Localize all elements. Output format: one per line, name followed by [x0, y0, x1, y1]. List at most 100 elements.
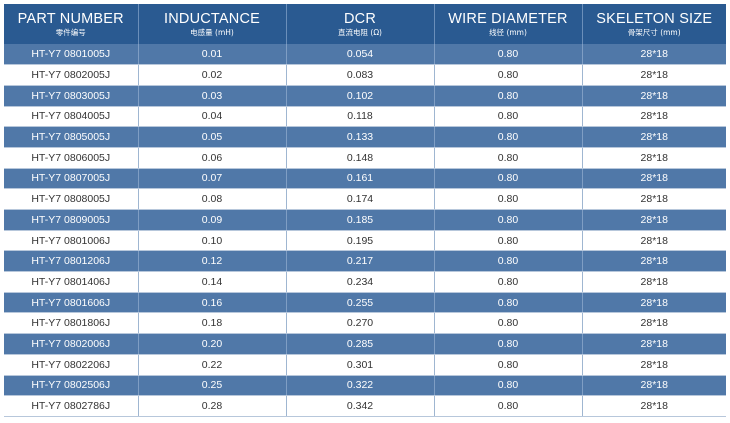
cell-dcr: 0.118	[285, 106, 434, 128]
cell-wire-diameter: 0.80	[433, 64, 582, 86]
cell-dcr: 0.174	[285, 188, 434, 210]
col-header-title: SKELETON SIZE	[596, 10, 713, 27]
table-row: HT-Y7 0809005J 0.09 0.185 0.80 28*18	[4, 209, 726, 231]
table-row: HT-Y7 0801006J 0.10 0.195 0.80 28*18	[4, 230, 726, 252]
cell-part-number: HT-Y7 0802506J	[4, 375, 138, 397]
cell-inductance: 0.25	[137, 375, 286, 397]
cell-skeleton-size: 28*18	[581, 395, 726, 417]
table-row: HT-Y7 0801606J 0.16 0.255 0.80 28*18	[4, 292, 726, 314]
col-header-subtitle: 电感量 (mH)	[190, 27, 234, 37]
cell-inductance: 0.02	[137, 64, 286, 86]
cell-wire-diameter: 0.80	[433, 85, 582, 107]
table-row: HT-Y7 0801206J 0.12 0.217 0.80 28*18	[4, 250, 726, 273]
cell-wire-diameter: 0.80	[433, 106, 582, 128]
cell-skeleton-size: 28*18	[581, 312, 726, 335]
cell-wire-diameter: 0.80	[433, 292, 582, 314]
table-row: HT-Y7 0805005J 0.05 0.133 0.80 28*18	[4, 126, 726, 148]
spec-table-container: PART NUMBER 零件编号 INDUCTANCE 电感量 (mH) DCR…	[4, 4, 726, 417]
cell-dcr: 0.102	[285, 85, 434, 107]
cell-dcr: 0.322	[285, 375, 434, 397]
cell-skeleton-size: 28*18	[581, 250, 726, 273]
cell-inductance: 0.20	[137, 333, 286, 355]
cell-skeleton-size: 28*18	[581, 147, 726, 169]
cell-dcr: 0.217	[285, 250, 434, 273]
table-row: HT-Y7 0802786J 0.28 0.342 0.80 28*18	[4, 395, 726, 417]
table-row: HT-Y7 0803005J 0.03 0.102 0.80 28*18	[4, 85, 726, 107]
cell-inductance: 0.12	[137, 250, 286, 273]
cell-wire-diameter: 0.80	[433, 188, 582, 210]
cell-dcr: 0.270	[285, 312, 434, 335]
table-row: HT-Y7 0801806J 0.18 0.270 0.80 28*18	[4, 312, 726, 335]
cell-skeleton-size: 28*18	[581, 271, 726, 293]
cell-skeleton-size: 28*18	[581, 354, 726, 376]
col-header-title: WIRE DIAMETER	[448, 10, 568, 27]
table-row: HT-Y7 0802005J 0.02 0.083 0.80 28*18	[4, 64, 726, 86]
cell-dcr: 0.083	[285, 64, 434, 86]
col-header-subtitle: 骨架尺寸 (mm)	[627, 27, 681, 37]
table-body: HT-Y7 0801005J 0.01 0.054 0.80 28*18 HT-…	[4, 44, 726, 417]
cell-dcr: 0.161	[285, 168, 434, 190]
cell-part-number: HT-Y7 0806005J	[4, 147, 138, 169]
cell-inductance: 0.10	[137, 230, 286, 252]
cell-skeleton-size: 28*18	[581, 64, 726, 86]
cell-part-number: HT-Y7 0801806J	[4, 312, 138, 335]
cell-wire-diameter: 0.80	[433, 209, 582, 231]
table-row: HT-Y7 0802506J 0.25 0.322 0.80 28*18	[4, 375, 726, 397]
cell-part-number: HT-Y7 0802786J	[4, 395, 138, 417]
col-header-wire-diameter: WIRE DIAMETER 线径 (mm)	[433, 4, 582, 44]
cell-inductance: 0.18	[137, 312, 286, 335]
cell-part-number: HT-Y7 0809005J	[4, 209, 138, 231]
cell-inductance: 0.04	[137, 106, 286, 128]
cell-inductance: 0.06	[137, 147, 286, 169]
cell-part-number: HT-Y7 0807005J	[4, 168, 138, 190]
col-header-title: PART NUMBER	[17, 10, 124, 27]
cell-inductance: 0.16	[137, 292, 286, 314]
cell-dcr: 0.195	[285, 230, 434, 252]
col-header-skeleton-size: SKELETON SIZE 骨架尺寸 (mm)	[581, 4, 726, 44]
cell-wire-diameter: 0.80	[433, 395, 582, 417]
cell-wire-diameter: 0.80	[433, 230, 582, 252]
cell-part-number: HT-Y7 0802206J	[4, 354, 138, 376]
cell-skeleton-size: 28*18	[581, 85, 726, 107]
cell-dcr: 0.234	[285, 271, 434, 293]
cell-part-number: HT-Y7 0801005J	[4, 44, 138, 66]
cell-inductance: 0.03	[137, 85, 286, 107]
cell-wire-diameter: 0.80	[433, 126, 582, 148]
table-row: HT-Y7 0807005J 0.07 0.161 0.80 28*18	[4, 168, 726, 190]
cell-skeleton-size: 28*18	[581, 168, 726, 190]
cell-wire-diameter: 0.80	[433, 375, 582, 397]
table-row: HT-Y7 0806005J 0.06 0.148 0.80 28*18	[4, 147, 726, 169]
spec-table: PART NUMBER 零件编号 INDUCTANCE 电感量 (mH) DCR…	[4, 4, 726, 417]
cell-part-number: HT-Y7 0805005J	[4, 126, 138, 148]
table-row: HT-Y7 0801406J 0.14 0.234 0.80 28*18	[4, 271, 726, 293]
col-header-title: DCR	[343, 10, 376, 27]
cell-skeleton-size: 28*18	[581, 375, 726, 397]
cell-skeleton-size: 28*18	[581, 126, 726, 148]
cell-skeleton-size: 28*18	[581, 292, 726, 314]
cell-part-number: HT-Y7 0801406J	[4, 271, 138, 293]
cell-wire-diameter: 0.80	[433, 333, 582, 355]
col-header-subtitle: 直流电阻 (Ω)	[338, 27, 382, 37]
cell-dcr: 0.342	[285, 395, 434, 417]
table-row: HT-Y7 0802206J 0.22 0.301 0.80 28*18	[4, 354, 726, 376]
col-header-inductance: INDUCTANCE 电感量 (mH)	[137, 4, 286, 44]
cell-skeleton-size: 28*18	[581, 209, 726, 231]
cell-skeleton-size: 28*18	[581, 188, 726, 210]
col-header-title: INDUCTANCE	[164, 10, 260, 27]
table-row: HT-Y7 0804005J 0.04 0.118 0.80 28*18	[4, 106, 726, 128]
cell-skeleton-size: 28*18	[581, 230, 726, 252]
cell-part-number: HT-Y7 0801206J	[4, 250, 138, 273]
col-header-dcr: DCR 直流电阻 (Ω)	[285, 4, 434, 44]
cell-skeleton-size: 28*18	[581, 333, 726, 355]
cell-dcr: 0.301	[285, 354, 434, 376]
cell-inductance: 0.14	[137, 271, 286, 293]
cell-wire-diameter: 0.80	[433, 168, 582, 190]
cell-wire-diameter: 0.80	[433, 354, 582, 376]
table-row: HT-Y7 0801005J 0.01 0.054 0.80 28*18	[4, 44, 726, 66]
cell-wire-diameter: 0.80	[433, 250, 582, 273]
cell-wire-diameter: 0.80	[433, 271, 582, 293]
cell-skeleton-size: 28*18	[581, 44, 726, 66]
cell-inductance: 0.22	[137, 354, 286, 376]
cell-wire-diameter: 0.80	[433, 312, 582, 335]
cell-inductance: 0.08	[137, 188, 286, 210]
